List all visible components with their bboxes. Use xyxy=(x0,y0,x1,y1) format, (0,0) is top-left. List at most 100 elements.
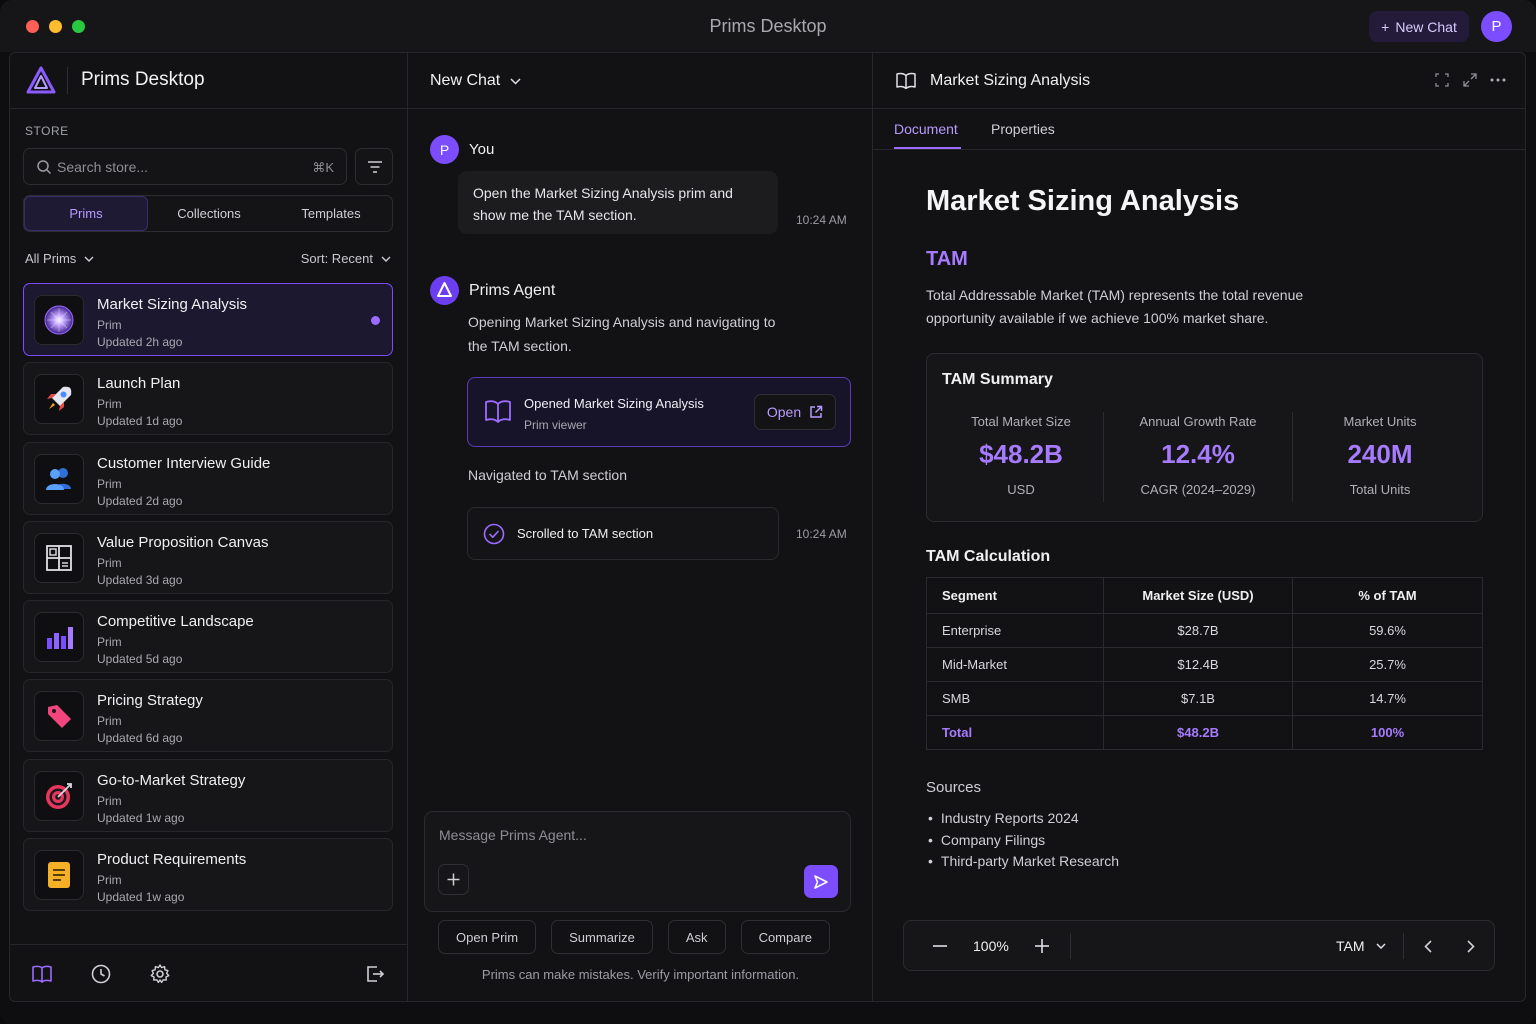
table-cell: 59.6% xyxy=(1292,613,1483,648)
chevron-down-icon xyxy=(84,256,94,262)
filter-button[interactable] xyxy=(355,148,393,185)
attach-button[interactable] xyxy=(438,864,469,895)
chat-title-dropdown[interactable]: New Chat xyxy=(430,72,521,90)
tool-title: Opened Market Sizing Analysis xyxy=(524,396,704,411)
user-avatar[interactable]: P xyxy=(1481,11,1512,42)
sources-title: Sources xyxy=(926,779,982,796)
all-prims-dropdown[interactable]: All Prims xyxy=(25,251,94,266)
history-icon[interactable] xyxy=(90,963,112,985)
ask-chip[interactable]: Ask xyxy=(667,920,726,954)
agent-message: Opening Market Sizing Analysis and navig… xyxy=(468,314,776,354)
list-item[interactable]: Product Requirements Prim Updated 1w ago xyxy=(23,838,393,912)
quick-actions: Open Prim Summarize Ask Compare xyxy=(438,920,831,954)
send-icon xyxy=(814,874,828,889)
prim-updated: Updated 1d ago xyxy=(97,414,183,429)
section-dropdown[interactable]: TAM xyxy=(1336,938,1386,954)
list-item[interactable]: Market Sizing Analysis Prim Updated 2h a… xyxy=(23,283,393,356)
section-heading: TAM xyxy=(926,248,968,270)
active-indicator xyxy=(371,316,380,325)
sidebar-footer xyxy=(9,944,407,1001)
summarize-chip[interactable]: Summarize xyxy=(551,920,653,954)
new-chat-button[interactable]: + New Chat xyxy=(1369,11,1469,42)
send-button[interactable] xyxy=(804,865,838,898)
divider xyxy=(1292,412,1293,502)
target-icon xyxy=(34,770,84,821)
user-avatar: P xyxy=(430,135,459,164)
tab-templates[interactable]: Templates xyxy=(301,206,361,221)
settings-gear-icon[interactable] xyxy=(149,963,171,985)
message-input[interactable]: Message Prims Agent... xyxy=(439,827,587,843)
sort-dropdown[interactable]: Sort: Recent xyxy=(301,251,391,266)
all-prims-label: All Prims xyxy=(25,251,77,266)
metric-label: Market Units xyxy=(1343,414,1417,429)
chevron-down-icon xyxy=(1375,943,1386,949)
prim-updated: Updated 6d ago xyxy=(97,731,183,746)
sort-label: Sort: Recent xyxy=(300,251,373,266)
library-icon[interactable] xyxy=(31,963,53,985)
minimize-window-button[interactable] xyxy=(49,20,62,33)
plus-icon: + xyxy=(1381,18,1390,35)
prim-title: Go-to-Market Strategy xyxy=(97,771,246,789)
list-item[interactable]: Go-to-Market Strategy Prim Updated 1w ag… xyxy=(23,758,393,832)
list-item[interactable]: Value Proposition Canvas Prim Updated 3d… xyxy=(23,520,393,594)
prim-title: Competitive Landscape xyxy=(97,613,254,631)
prim-updated: Updated 1w ago xyxy=(97,890,185,905)
close-window-button[interactable] xyxy=(26,20,39,33)
zoom-in-icon[interactable] xyxy=(1035,939,1049,953)
external-link-icon xyxy=(810,405,823,418)
rocket-icon xyxy=(34,374,84,425)
list-item[interactable]: Competitive Landscape Prim Updated 5d ag… xyxy=(23,600,393,674)
disclaimer: Prims can make mistakes. Verify importan… xyxy=(481,967,800,982)
next-icon[interactable] xyxy=(1467,940,1475,953)
prim-type: Prim xyxy=(97,793,122,808)
zoom-level: 100% xyxy=(973,938,1009,954)
list-item[interactable]: Pricing Strategy Prim Updated 6d ago xyxy=(23,679,393,753)
message-composer[interactable]: Message Prims Agent... xyxy=(424,811,851,912)
metric-unit: USD xyxy=(1007,482,1035,497)
sidebar: Prims Desktop STORE Search store... ⌘K P… xyxy=(9,52,408,1002)
zoom-window-button[interactable] xyxy=(72,20,85,33)
table-cell: $7.1B xyxy=(1103,681,1293,716)
prim-type: Prim xyxy=(97,873,122,888)
prim-type: Prim xyxy=(97,635,122,650)
sign-out-icon[interactable] xyxy=(364,963,386,985)
metric-value: $48.2B xyxy=(979,439,1063,469)
previous-icon[interactable] xyxy=(1424,940,1432,953)
search-placeholder: Search store... xyxy=(57,159,149,175)
more-options-icon[interactable] xyxy=(1490,78,1506,82)
metric-value: 240M xyxy=(1347,439,1413,469)
status-time: 10:24 AM xyxy=(796,527,847,541)
expand-icon[interactable] xyxy=(1463,73,1477,87)
compare-chip[interactable]: Compare xyxy=(740,920,831,954)
list-item[interactable]: Launch Plan Prim Updated 1d ago xyxy=(23,362,393,436)
new-chat-label: New Chat xyxy=(1395,18,1457,35)
tab-properties[interactable]: Properties xyxy=(991,121,1055,137)
document-panel: Market Sizing Analysis Document Properti… xyxy=(873,52,1525,1002)
metric-annual-growth-rate: Annual Growth Rate 12.4% CAGR (2024–2029… xyxy=(1104,414,1292,497)
open-prim-chip[interactable]: Open Prim xyxy=(438,920,537,954)
prim-updated: Updated 5d ago xyxy=(97,652,183,667)
user-name: You xyxy=(469,141,495,158)
search-input[interactable]: Search store... ⌘K xyxy=(23,148,347,185)
chevron-down-icon xyxy=(381,256,391,262)
zoom-out-icon[interactable] xyxy=(933,945,947,947)
list-item[interactable]: Customer Interview Guide Prim Updated 2d… xyxy=(23,441,393,515)
table-cell: $28.7B xyxy=(1103,613,1293,648)
chevron-down-icon xyxy=(510,77,521,85)
chat-panel: New Chat P You Open the Market Sizing An… xyxy=(408,52,873,1002)
window-title: Prims Desktop xyxy=(709,16,827,36)
status-text: Scrolled to TAM section xyxy=(517,526,654,541)
tab-document[interactable]: Document xyxy=(894,121,958,137)
prim-title: Launch Plan xyxy=(97,375,181,393)
prim-updated: Updated 2h ago xyxy=(97,335,183,349)
table-cell: 100% xyxy=(1292,715,1483,750)
table-cell: 14.7% xyxy=(1292,681,1483,716)
tab-prims[interactable]: Prims xyxy=(24,196,148,231)
prim-updated: Updated 2d ago xyxy=(97,493,183,508)
people-icon xyxy=(34,453,84,504)
tab-collections[interactable]: Collections xyxy=(177,206,241,221)
fit-screen-icon[interactable] xyxy=(1435,73,1449,87)
prim-type: Prim xyxy=(97,555,122,570)
prim-updated: Updated 3d ago xyxy=(97,572,183,587)
open-button[interactable]: Open xyxy=(754,394,836,430)
